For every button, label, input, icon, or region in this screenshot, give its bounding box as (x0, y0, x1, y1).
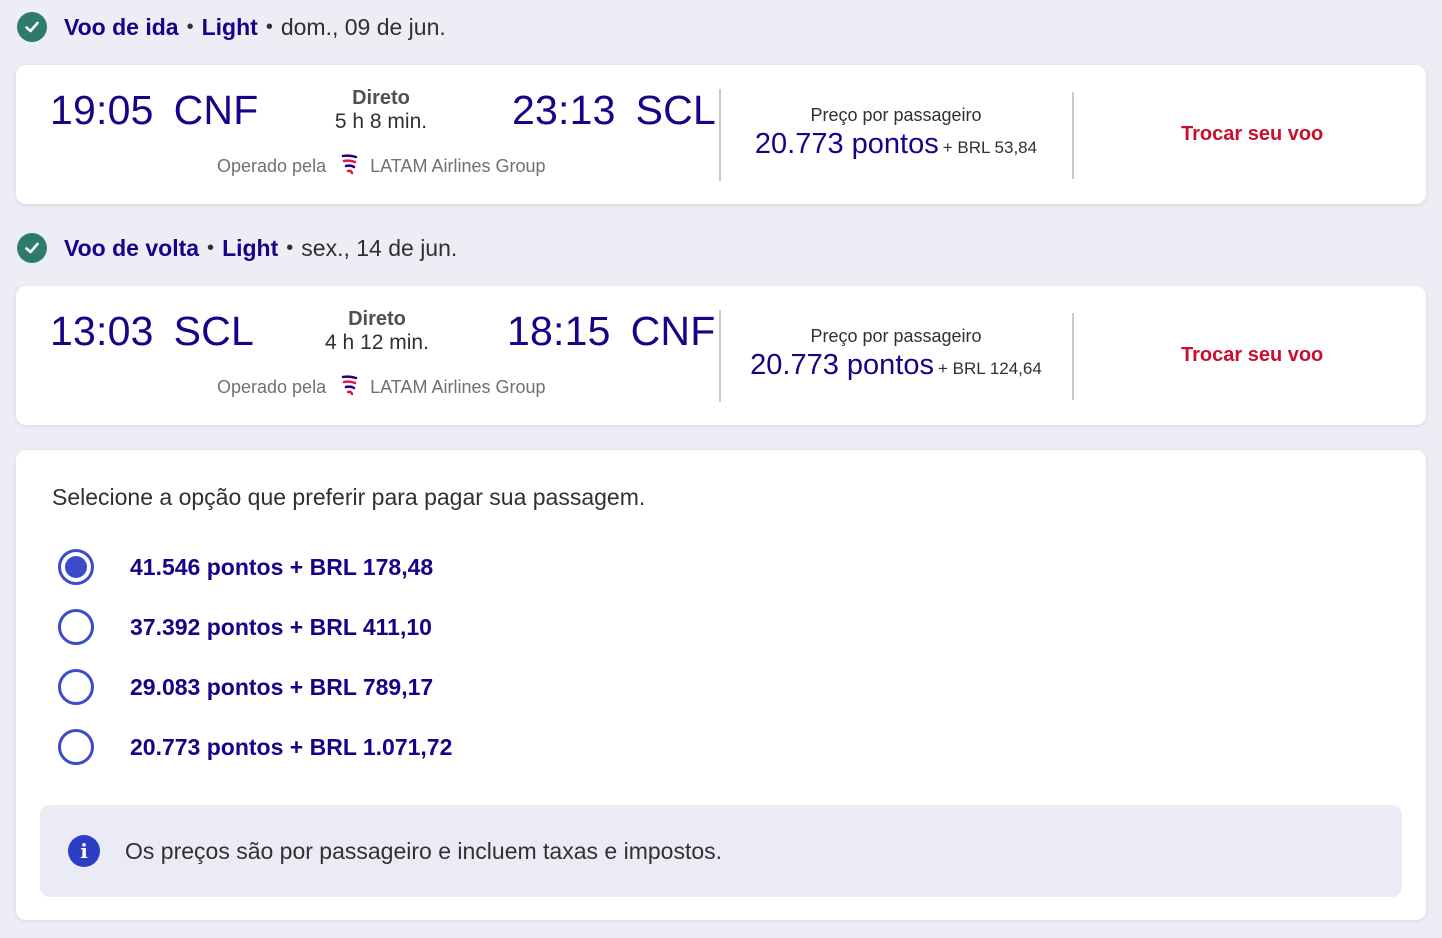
change-outbound-flight-link[interactable]: Trocar seu voo (1181, 123, 1324, 145)
outbound-duration: Direto 5 h 8 min. (316, 87, 446, 134)
info-notice: i Os preços são por passageiro e incluem… (40, 805, 1402, 897)
payment-option-label: 20.773 pontos + BRL 1.071,72 (130, 733, 453, 760)
payment-title: Selecione a opção que preferir para paga… (52, 484, 646, 510)
airline-name: LATAM Airlines Group (370, 376, 546, 397)
price-label: Preço por passageiro (810, 326, 982, 346)
radio-button[interactable] (58, 669, 94, 705)
outbound-header: Voo de ida • Light • dom., 09 de jun. (17, 12, 446, 42)
return-duration: Direto 4 h 12 min. (312, 308, 442, 355)
duration-value: 4 h 12 min. (325, 331, 429, 354)
duration-value: 5 h 8 min. (334, 110, 428, 133)
payment-option-4[interactable]: 20.773 pontos + BRL 1.071,72 (58, 729, 452, 765)
price-points: 20.773 pontos (750, 349, 934, 381)
price-brl: + BRL 124,64 (938, 359, 1042, 378)
outbound-fare: Light (201, 13, 258, 40)
operated-by-label: Operado pela (217, 155, 327, 176)
outbound-title: Voo de ida (64, 13, 179, 40)
info-icon: i (68, 835, 100, 867)
departure-airport: CNF (173, 87, 259, 133)
radio-dot (65, 556, 87, 578)
stops-label: Direto (352, 87, 410, 109)
stops-label: Direto (348, 308, 406, 330)
return-title: Voo de volta (64, 234, 200, 261)
payment-option-label: 41.546 pontos + BRL 178,48 (130, 553, 434, 580)
radio-button[interactable] (58, 729, 94, 765)
airline-name: LATAM Airlines Group (370, 155, 546, 176)
info-text: Os preços são por passageiro e incluem t… (125, 837, 723, 864)
arrival-airport: SCL (635, 87, 716, 133)
payment-option-2[interactable]: 37.392 pontos + BRL 411,10 (58, 609, 432, 645)
return-arrival: 18:15 CNF (507, 308, 715, 355)
arrival-time: 18:15 (507, 308, 611, 354)
price-label: Preço por passageiro (810, 105, 982, 125)
operated-by: Operado pela LATAM Airlines Group (217, 153, 546, 179)
latam-logo-icon (341, 154, 358, 175)
outbound-price: Preço por passageiro 20.773 pontos + BRL … (751, 105, 1041, 161)
return-price: Preço por passageiro 20.773 pontos + BRL … (741, 326, 1051, 382)
check-circle-icon (17, 12, 47, 42)
departure-time: 13:03 (50, 308, 154, 354)
price-brl: + BRL 53,84 (942, 138, 1038, 157)
separator-dot: • (186, 15, 194, 38)
payment-options-card: Selecione a opção que preferir para paga… (16, 450, 1426, 920)
operated-by: Operado pela LATAM Airlines Group (217, 374, 546, 400)
outbound-flight-card: 19:05 CNF Direto 5 h 8 min. 23:13 SCL Oper… (16, 65, 1426, 204)
price-points: 20.773 pontos (754, 128, 939, 160)
return-fare: Light (222, 234, 279, 261)
latam-logo-icon (341, 375, 358, 396)
return-departure: 13:03 SCL (50, 308, 254, 355)
return-date: sex., 14 de jun. (301, 234, 458, 261)
payment-option-1[interactable]: 41.546 pontos + BRL 178,48 (58, 549, 433, 585)
radio-button-selected[interactable] (58, 549, 94, 585)
divider (1072, 313, 1074, 400)
arrival-time: 23:13 (512, 87, 616, 133)
change-return-flight-link[interactable]: Trocar seu voo (1181, 344, 1324, 366)
operated-by-label: Operado pela (217, 376, 327, 397)
arrival-airport: CNF (630, 308, 716, 354)
departure-airport: SCL (173, 308, 254, 354)
payment-option-3[interactable]: 29.083 pontos + BRL 789,17 (58, 669, 433, 705)
departure-time: 19:05 (50, 87, 154, 133)
outbound-departure: 19:05 CNF (50, 87, 258, 134)
outbound-date: dom., 09 de jun. (280, 13, 446, 40)
return-flight-card: 13:03 SCL Direto 4 h 12 min. 18:15 CNF Ope… (16, 286, 1426, 425)
separator-dot: • (207, 236, 215, 259)
payment-option-label: 29.083 pontos + BRL 789,17 (130, 673, 434, 700)
separator-dot: • (265, 15, 273, 38)
divider (719, 89, 721, 181)
separator-dot: • (286, 236, 294, 259)
divider (719, 310, 721, 402)
payment-option-label: 37.392 pontos + BRL 411,10 (130, 613, 432, 640)
divider (1072, 92, 1074, 179)
return-header: Voo de volta • Light • sex., 14 de jun. (17, 233, 457, 263)
outbound-arrival: 23:13 SCL (512, 87, 716, 134)
radio-button[interactable] (58, 609, 94, 645)
check-circle-icon (17, 233, 47, 263)
